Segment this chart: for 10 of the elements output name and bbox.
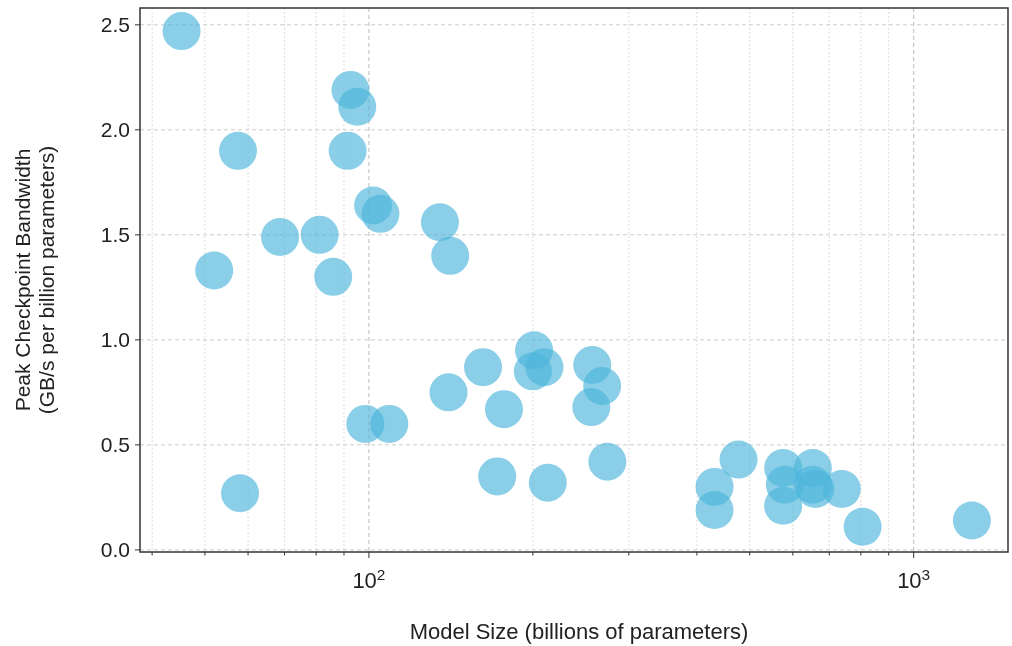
y-tick-label: 2.5 [100, 13, 130, 37]
x-tick-label: 10$^{2}$ [352, 565, 386, 593]
x-tick-label: 10$^{3}$ [897, 565, 931, 593]
x-axis-title: Model Size (billions of parameters) [409, 619, 749, 644]
y-tick-label: 0.5 [100, 433, 130, 457]
y-tick-label: 1.5 [100, 223, 130, 247]
y-tick-label: 0.0 [100, 538, 130, 562]
y-tick-label: 1.0 [100, 328, 130, 352]
y-axis-title: Peak Checkpoint Bandwidth (GB/s per billion parameters) [11, 145, 59, 415]
y-tick-label: 2.0 [100, 118, 130, 142]
